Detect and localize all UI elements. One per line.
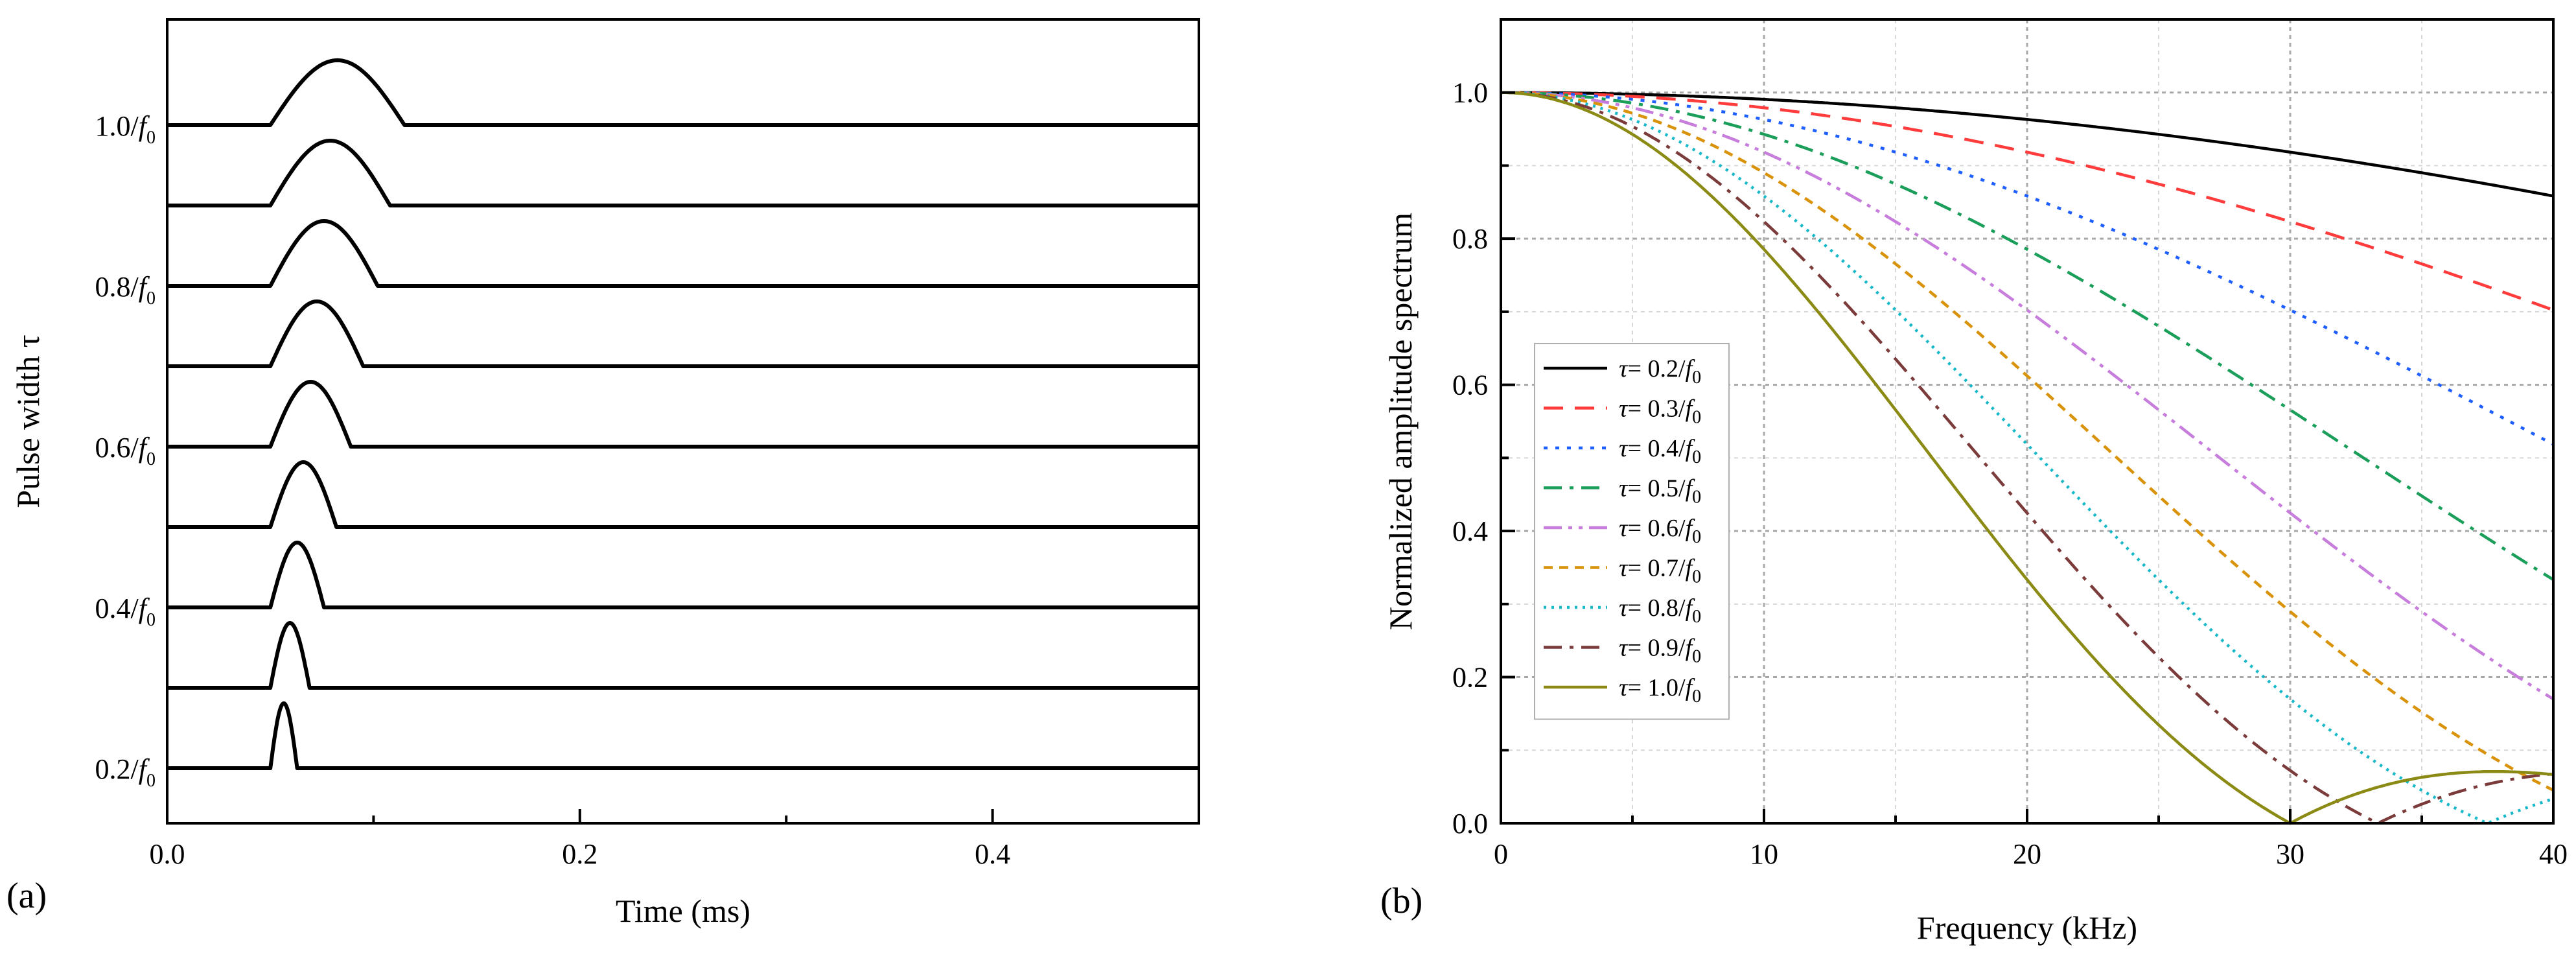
- panel-b-label: (b): [1380, 881, 1422, 921]
- pulse-trace-8: [167, 139, 1199, 207]
- a-y-tick-label: 0.4/f0: [95, 592, 156, 630]
- panel-b-y-ticks: 0.0 0.2 0.4 0.6 0.8 1.0: [1452, 77, 1515, 839]
- panel-a: 0.0 0.2 0.4 1.0/f0 0.8/f0 0.6/f0 0.4/f0 0.2/f0…: [6, 18, 1200, 929]
- panel-b-x-ticks: 0 10 20 30 40: [1494, 809, 2568, 870]
- pulse-trace-1: [167, 701, 1199, 770]
- panel-a-y-ticks: 1.0/f0 0.8/f0 0.6/f0 0.4/f0 0.2/f0: [95, 110, 156, 791]
- a-y-tick-label: 0.6/f0: [95, 432, 156, 469]
- spectrum-curve-3: [1501, 91, 2555, 446]
- spectrum-curve-4: [1501, 91, 2555, 581]
- b-y-tick-label: 0.0: [1452, 808, 1488, 839]
- a-y-tick-label: 0.8/f0: [95, 271, 156, 309]
- b-x-tick-label: 10: [1750, 838, 1778, 870]
- panel-a-label: (a): [6, 876, 47, 916]
- b-y-tick-label: 0.8: [1452, 223, 1488, 255]
- spectrum-curve-2: [1501, 91, 2554, 312]
- pulse-trace-5: [167, 380, 1199, 449]
- legend-entry-label: τ= 0.5/f0: [1619, 475, 1701, 508]
- legend-entry-label: τ= 0.9/f0: [1619, 635, 1701, 667]
- b-x-tick-label: 0: [1494, 838, 1508, 870]
- spectrum-curve-1: [1501, 91, 2554, 198]
- panel-a-traces: [167, 58, 1199, 770]
- panel-a-x-axis-label: Time (ms): [616, 893, 750, 929]
- legend-box: [1534, 343, 1730, 720]
- spectrum-curve-8: [1501, 91, 2554, 825]
- a-x-tick-label: 0.2: [562, 838, 598, 870]
- a-x-tick-label: 0.4: [975, 838, 1010, 870]
- b-x-tick-label: 40: [2539, 838, 2568, 870]
- pulse-trace-9: [167, 58, 1199, 127]
- b-x-tick-label: 30: [2276, 838, 2304, 870]
- b-y-tick-label: 0.6: [1452, 370, 1488, 401]
- legend-entry-label: τ= 0.6/f0: [1619, 515, 1701, 547]
- a-y-tick-label: 0.2/f0: [95, 753, 156, 791]
- spectrum-curve-6: [1501, 91, 2555, 792]
- pulse-trace-4: [167, 460, 1199, 529]
- panel-a-y-axis-label: Pulse width τ: [10, 334, 46, 508]
- panel-a-x-ticks: 0.0 0.2 0.4: [150, 809, 1010, 870]
- pulse-trace-3: [167, 541, 1199, 609]
- panel-b-x-axis-label: Frequency (kHz): [1917, 909, 2137, 946]
- b-y-tick-label: 0.2: [1452, 662, 1488, 694]
- panel-b-legend: τ= 0.2/f0τ= 0.3/f0τ= 0.4/f0τ= 0.5/f0τ= 0…: [1534, 343, 1730, 720]
- spectrum-curve-9: [1500, 91, 2554, 825]
- panel-a-frame: [166, 18, 1200, 825]
- legend-entry-label: τ= 0.8/f0: [1619, 594, 1701, 627]
- a-y-tick-label: 1.0/f0: [95, 110, 156, 148]
- legend-entry-label: τ= 0.7/f0: [1619, 555, 1701, 587]
- panel-b-curves: [1500, 91, 2555, 825]
- panel-b-y-axis-label: Normalized amplitude spectrum: [1382, 213, 1419, 630]
- pulse-trace-6: [167, 299, 1199, 368]
- b-y-tick-label: 1.0: [1452, 77, 1488, 109]
- pulse-trace-2: [167, 621, 1199, 690]
- b-y-tick-label: 0.4: [1452, 515, 1488, 547]
- panel-b: 0 10 20 30 40 0.0 0.2 0.4 0.6 0.8 1.0 τ= 0.2/f0τ=…: [1380, 18, 2568, 946]
- a-x-tick-label: 0.0: [150, 838, 185, 870]
- b-x-tick-label: 20: [2013, 838, 2041, 870]
- pulse-trace-7: [167, 219, 1199, 288]
- legend-entry-label: τ= 1.0/f0: [1619, 674, 1701, 707]
